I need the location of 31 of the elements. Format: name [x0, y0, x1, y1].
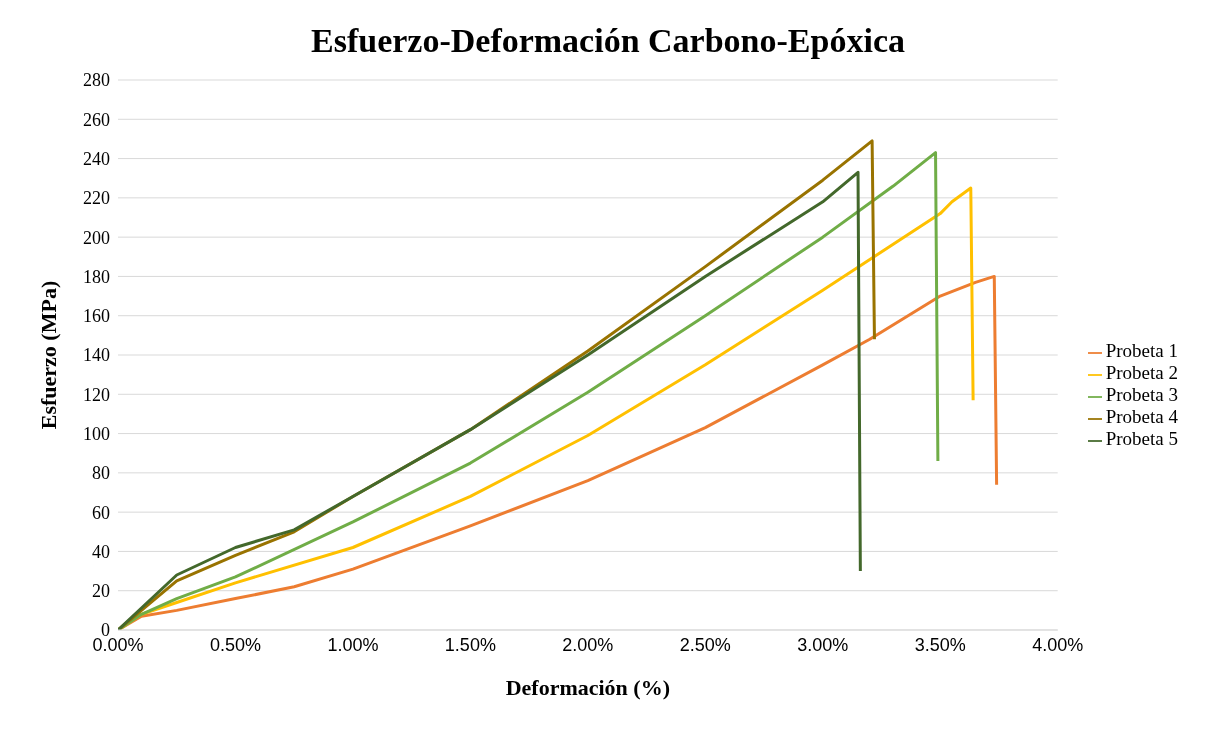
legend-label: Probeta 3 — [1105, 384, 1178, 405]
legend-label: Probeta 4 — [1105, 406, 1178, 427]
x-tick-label: 0.50% — [209, 634, 261, 655]
y-tick-label: 160 — [83, 306, 110, 327]
y-tick-label: 240 — [83, 148, 110, 169]
y-tick-label: 140 — [83, 345, 110, 366]
legend-label: Probeta 1 — [1105, 340, 1178, 361]
y-axis-title: Esfuerzo (MPa) — [35, 280, 61, 430]
y-tick-label: 120 — [83, 384, 110, 405]
y-tick-label: 180 — [83, 266, 110, 287]
x-tick-label: 2.00% — [562, 634, 614, 655]
x-tick-label: 3.00% — [797, 634, 849, 655]
x-tick-label: 1.00% — [327, 634, 379, 655]
y-tick-label: 200 — [83, 227, 110, 248]
y-tick-label: 100 — [83, 423, 110, 444]
y-tick-label: 20 — [92, 581, 110, 602]
y-tick-label: 280 — [83, 70, 110, 91]
y-tick-label: 60 — [92, 502, 110, 523]
x-tick-label: 4.00% — [1032, 634, 1084, 655]
y-tick-label: 260 — [83, 109, 110, 130]
y-tick-label: 80 — [92, 463, 110, 484]
x-tick-label: 1.50% — [444, 634, 496, 655]
x-tick-label: 3.50% — [914, 634, 966, 655]
y-tick-label: 220 — [83, 188, 110, 209]
y-tick-label: 40 — [92, 541, 110, 562]
y-tick-label: 0 — [101, 620, 110, 641]
x-axis-title: Deformación (%) — [505, 675, 671, 700]
legend-label: Probeta 5 — [1105, 428, 1178, 449]
x-tick-label: 2.50% — [679, 634, 731, 655]
chart-title: Esfuerzo-Deformación Carbono-Epóxica — [310, 22, 906, 61]
legend-label: Probeta 2 — [1105, 362, 1178, 383]
